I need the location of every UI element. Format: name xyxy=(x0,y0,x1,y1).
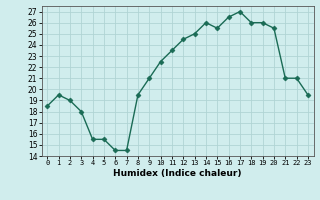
X-axis label: Humidex (Indice chaleur): Humidex (Indice chaleur) xyxy=(113,169,242,178)
